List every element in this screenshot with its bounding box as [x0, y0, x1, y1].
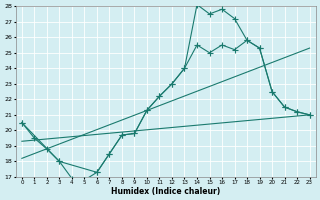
X-axis label: Humidex (Indice chaleur): Humidex (Indice chaleur) [111, 187, 220, 196]
